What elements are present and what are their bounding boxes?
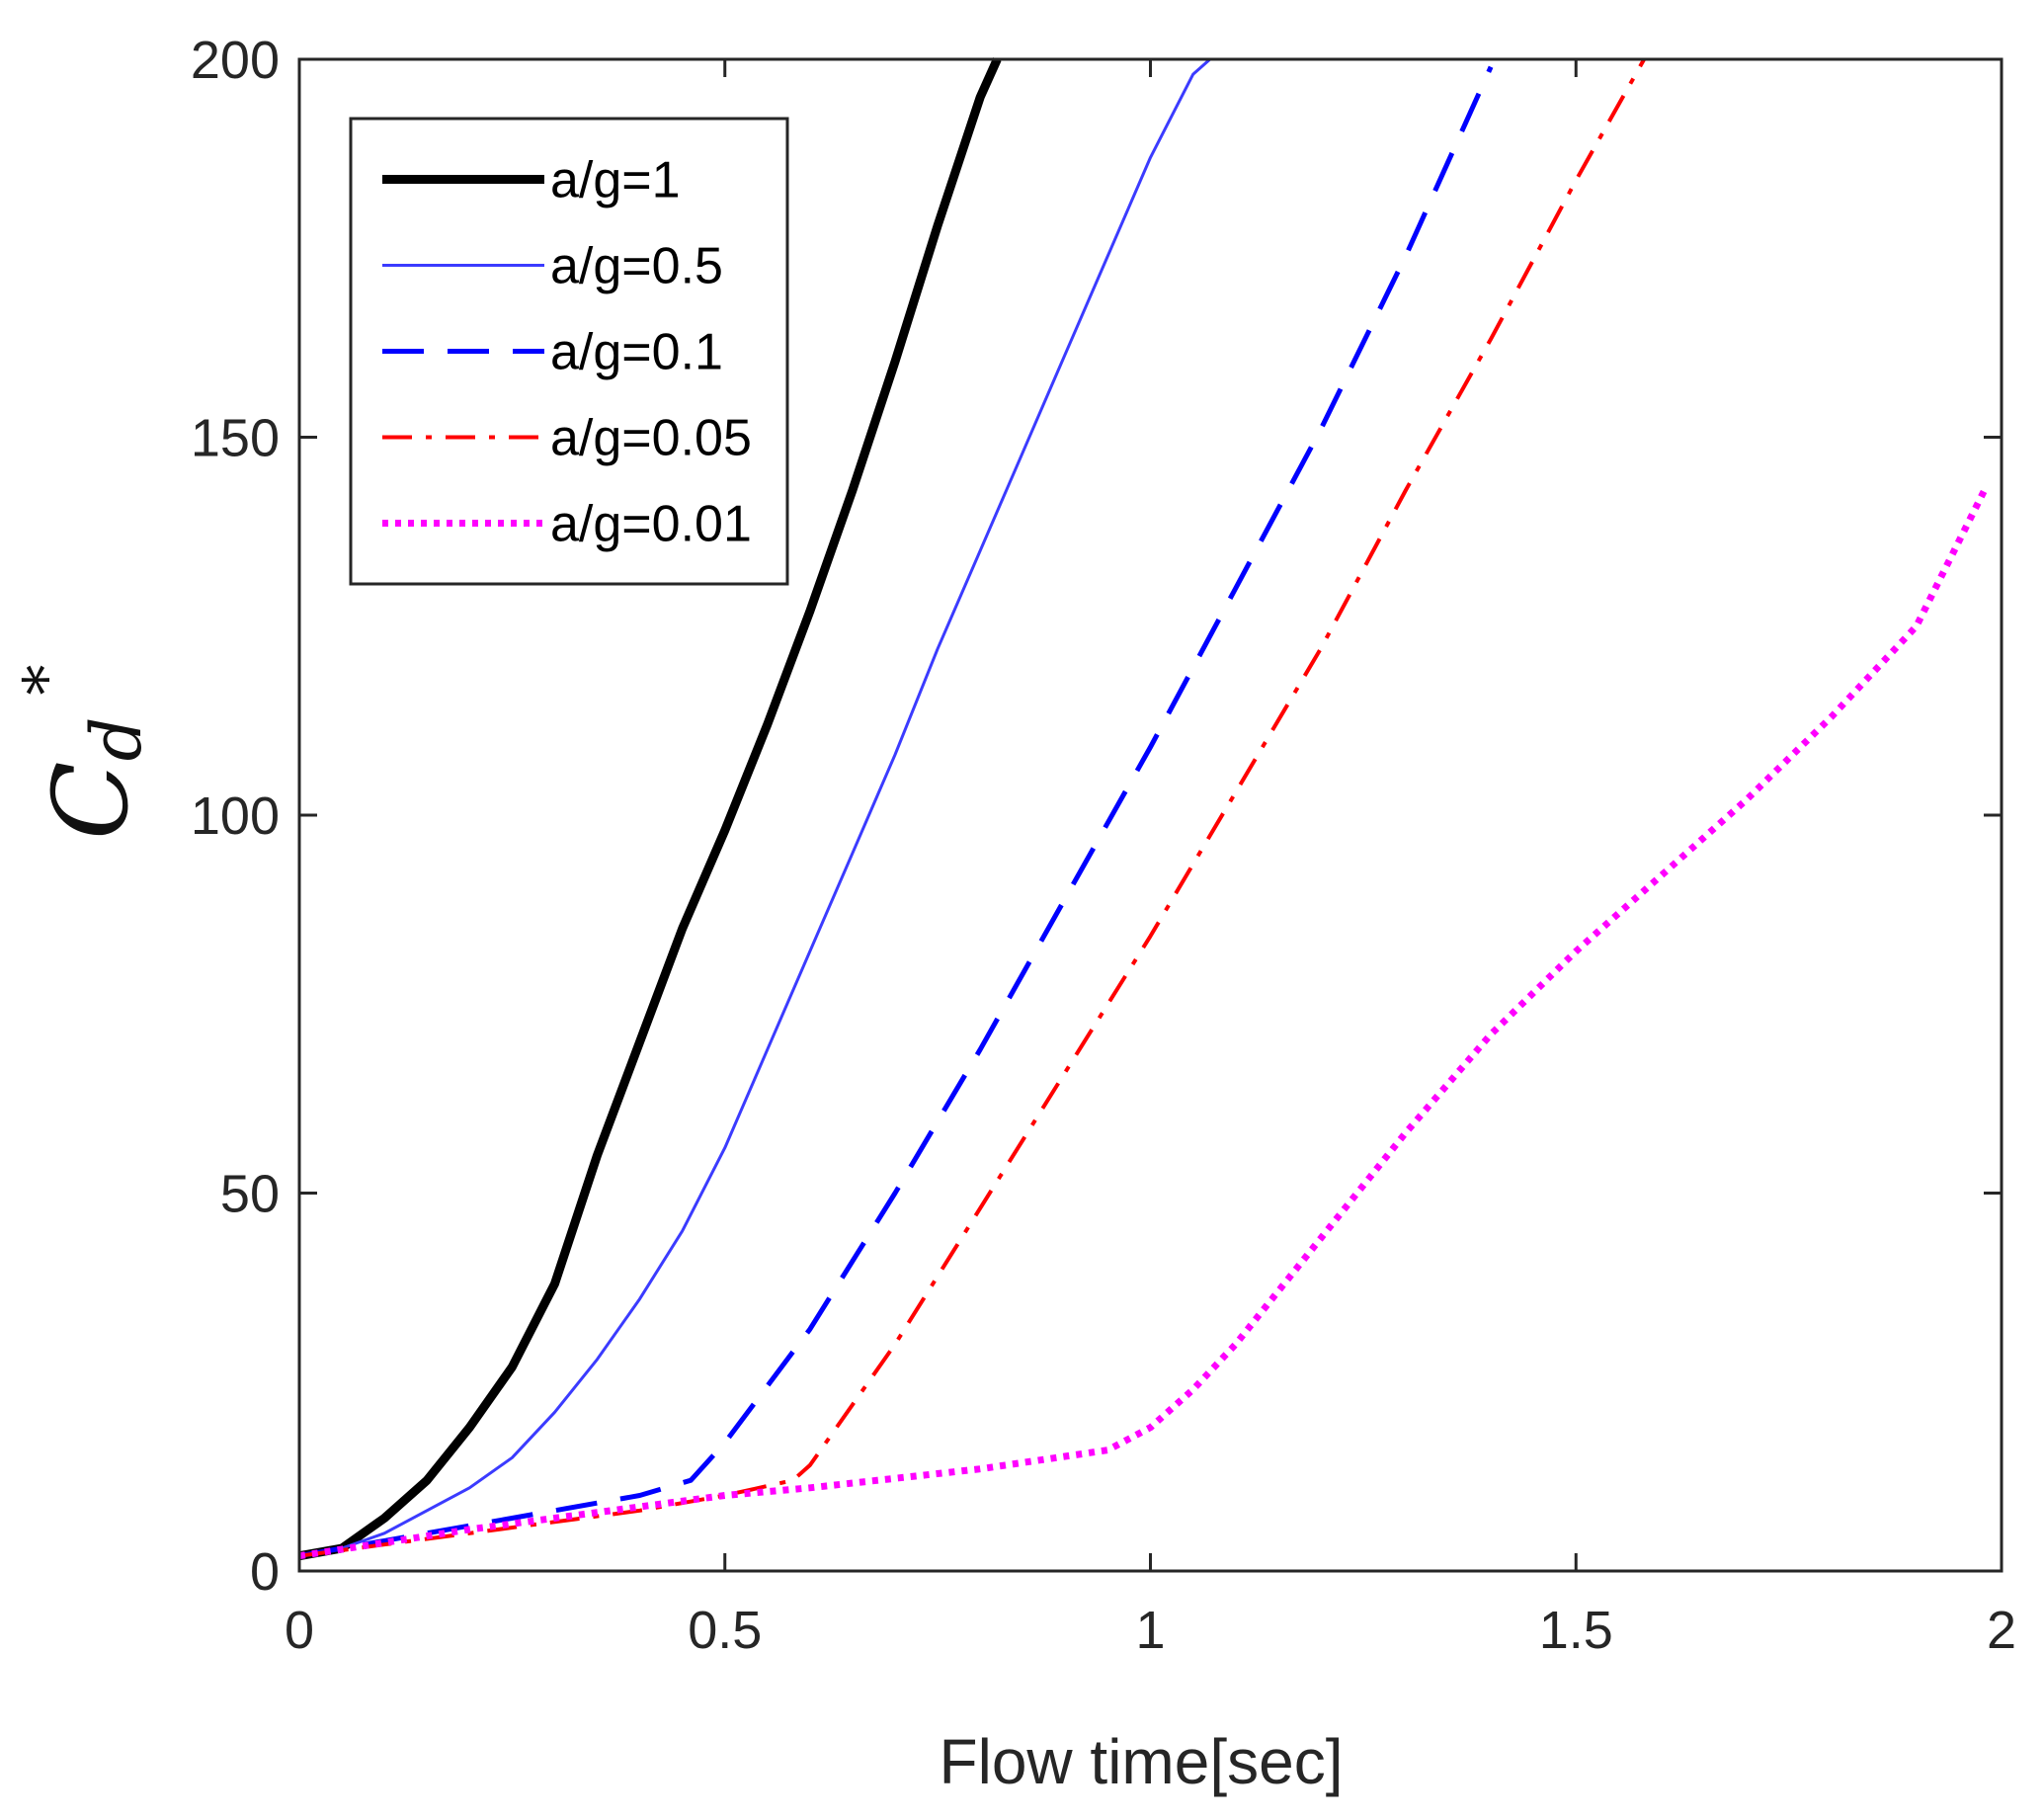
y-tick-label: 100 [191,786,280,846]
x-tick-label: 2 [1987,1601,2016,1660]
series-line-1 [299,57,1211,1558]
legend-label: a/g=0.01 [550,496,752,553]
legend-label: a/g=0.5 [550,238,723,295]
x-axis-label: Flow time[sec] [940,1726,1344,1797]
y-axis-label-superscript: * [10,665,82,696]
legend-label: a/g=1 [550,152,681,209]
y-tick-label: 0 [250,1542,280,1602]
x-tick-label: 1.5 [1539,1601,1613,1660]
legend-label: a/g=0.1 [550,324,723,381]
series-line-0 [299,57,1002,1561]
x-tick-label: 0 [285,1601,314,1660]
legend: a/g=1 a/g=0.5 a/g=0.1 a/g=0.05 a/g=0.01 [349,117,789,586]
x-tick-label: 1 [1135,1601,1165,1660]
ticks-layer: 0 0.5 1 1.5 2 0 50 100 150 200 [191,31,2016,1660]
series-line-2 [299,65,1494,1559]
y-axis-label-main: C [31,761,151,840]
y-tick-label: 50 [220,1165,280,1224]
y-axis-label-subscript: d [76,717,157,762]
y-tick-label: 150 [191,409,280,468]
series-layer [299,57,1988,1561]
legend-label: a/g=0.05 [550,410,752,467]
y-axis-label: Cd * [10,665,157,840]
y-tick-label: 200 [191,31,280,90]
x-tick-label: 0.5 [688,1601,762,1660]
